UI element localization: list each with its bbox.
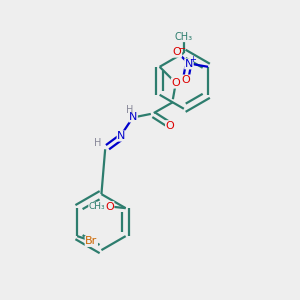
Text: CH₃: CH₃ — [175, 32, 193, 42]
Text: N: N — [129, 112, 137, 122]
Text: H: H — [94, 138, 101, 148]
Text: −: − — [178, 44, 187, 54]
Text: O: O — [166, 121, 174, 131]
Text: O: O — [173, 47, 182, 57]
Text: O: O — [105, 202, 114, 212]
Text: O: O — [172, 78, 180, 88]
Text: CH₃: CH₃ — [89, 202, 105, 211]
Text: +: + — [189, 55, 196, 64]
Text: N: N — [117, 131, 125, 141]
Text: N: N — [185, 59, 193, 69]
Text: Br: Br — [85, 236, 98, 246]
Text: H: H — [126, 105, 133, 116]
Text: O: O — [182, 75, 190, 85]
